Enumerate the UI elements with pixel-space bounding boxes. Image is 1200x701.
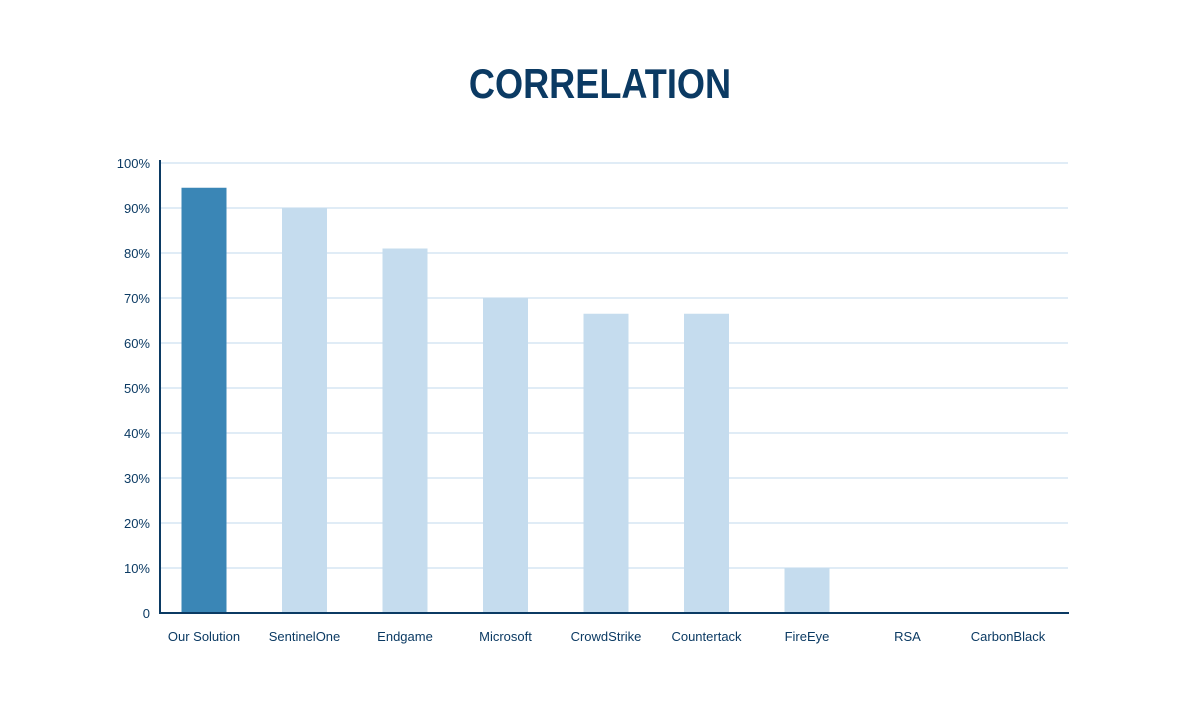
- y-tick-label: 90%: [124, 201, 150, 216]
- bar-fireeye: [784, 568, 830, 613]
- y-tick-label: 100%: [117, 156, 151, 171]
- x-category-label: RSA: [894, 629, 921, 644]
- bar-our-solution: [181, 187, 227, 613]
- chart-title: CORRELATION: [468, 60, 732, 107]
- x-category-label: Microsoft: [479, 629, 532, 644]
- bar-countertack: [684, 313, 729, 613]
- y-tick-label: 10%: [124, 561, 150, 576]
- bar-endgame: [382, 248, 428, 613]
- y-tick-label: 70%: [124, 291, 150, 306]
- bars: [181, 187, 830, 613]
- x-category-label: Countertack: [671, 629, 742, 644]
- bar-microsoft: [483, 298, 528, 613]
- bar-sentinelone: [282, 208, 327, 613]
- y-tick-label: 80%: [124, 246, 150, 261]
- y-tick-label: 60%: [124, 336, 150, 351]
- x-category-label: CarbonBlack: [971, 629, 1046, 644]
- y-tick-label: 30%: [124, 471, 150, 486]
- y-tick-labels: 0 10% 20% 30% 40% 50% 60% 70% 80% 90% 100%: [117, 156, 151, 621]
- x-category-labels: Our Solution SentinelOne Endgame Microsoft C…: [168, 629, 1046, 644]
- x-category-label: FireEye: [785, 629, 830, 644]
- x-category-label: SentinelOne: [269, 629, 341, 644]
- y-tick-label: 20%: [124, 516, 150, 531]
- x-category-label: Our Solution: [168, 629, 240, 644]
- x-category-label: CrowdStrike: [571, 629, 642, 644]
- y-tick-label: 0: [143, 606, 150, 621]
- axes: [159, 160, 1069, 614]
- x-category-label: Endgame: [377, 629, 433, 644]
- y-tick-label: 50%: [124, 381, 150, 396]
- y-tick-label: 40%: [124, 426, 150, 441]
- bar-crowdstrike: [583, 313, 629, 613]
